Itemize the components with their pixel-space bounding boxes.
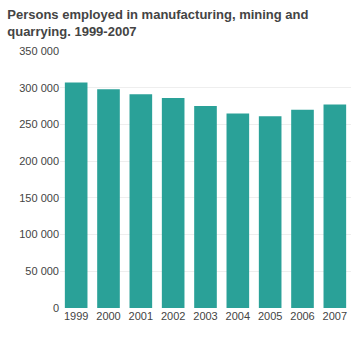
svg-text:350 000: 350 000 [19,45,59,57]
svg-text:2003: 2003 [193,310,217,322]
svg-text:Persons employed in manufactur: Persons employed in manufacturing, minin… [7,7,308,39]
svg-text:2005: 2005 [258,310,282,322]
svg-text:2002: 2002 [161,310,185,322]
svg-text:2001: 2001 [129,310,153,322]
svg-text:0: 0 [53,302,59,314]
svg-text:2006: 2006 [290,310,314,322]
svg-text:2007: 2007 [323,310,347,322]
svg-text:150 000: 150 000 [19,192,59,204]
svg-text:2004: 2004 [226,310,250,322]
svg-text:1999: 1999 [64,310,88,322]
svg-text:2000: 2000 [96,310,120,322]
svg-text:300 000: 300 000 [19,82,59,94]
svg-text:200 000: 200 000 [19,155,59,167]
svg-text:50 000: 50 000 [25,265,59,277]
svg-text:250 000: 250 000 [19,118,59,130]
svg-text:100 000: 100 000 [19,228,59,240]
